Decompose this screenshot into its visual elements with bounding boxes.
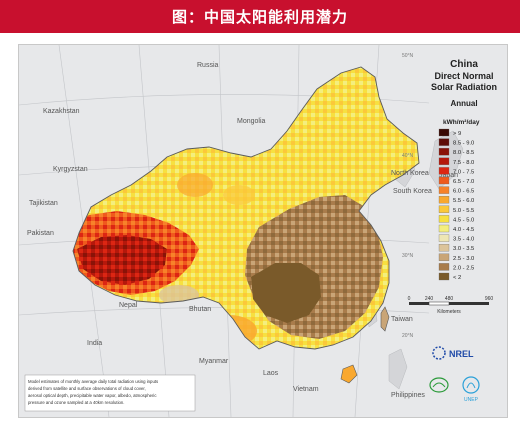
legend-swatch — [438, 176, 450, 185]
legend-label: < 2 — [453, 275, 461, 281]
nrel-logo-text: NREL — [449, 349, 474, 359]
legend-title-china: China — [450, 59, 478, 70]
legend-swatch — [438, 157, 450, 165]
footnote-line-2: derived from satellite and surface obser… — [28, 386, 146, 391]
legend-swatch — [438, 128, 450, 137]
solar-radiation-map: Russia Kazakhstan Mongolia Kyrgyzstan Ta… — [18, 44, 497, 418]
legend-title-line2: Direct Normal — [434, 71, 493, 81]
label-vietnam: Vietnam — [293, 386, 319, 393]
label-north-korea: North Korea — [391, 170, 429, 177]
scale-bar: 0 240 480 960 Kilometers — [408, 296, 494, 315]
label-kyrgyzstan: Kyrgyzstan — [53, 166, 88, 173]
legend-swatch — [438, 205, 450, 213]
lat-label-40: 40°N — [402, 153, 414, 159]
legend-label: 7.5 - 8.0 — [453, 160, 474, 166]
legend-period: Annual — [450, 99, 477, 108]
solar-map-figure: Russia Kazakhstan Mongolia Kyrgyzstan Ta… — [18, 44, 508, 418]
legend-label: 3.5 - 4.0 — [453, 237, 474, 243]
legend-swatch — [438, 253, 450, 261]
label-myanmar: Myanmar — [199, 358, 229, 365]
legend: China Direct Normal Solar Radiation Annu… — [431, 59, 497, 281]
label-bhutan: Bhutan — [189, 306, 211, 313]
legend-label: 3.0 - 3.5 — [453, 246, 474, 252]
scale-tick-960: 960 — [485, 296, 494, 302]
legend-label: 2.5 - 3.0 — [453, 256, 474, 262]
legend-label: 6.5 - 7.0 — [453, 179, 474, 185]
label-nepal: Nepal — [119, 302, 138, 309]
label-mongolia: Mongolia — [237, 118, 266, 125]
legend-label: 4.0 - 4.5 — [453, 227, 474, 233]
footnote-line-4: pressure and ozone sampled at a 40km res… — [28, 400, 125, 405]
label-kazakhstan: Kazakhstan — [43, 108, 80, 115]
legend-swatch — [438, 244, 450, 252]
lat-label-50: 50°N — [402, 53, 414, 59]
legend-unit: kWh/m²/day — [443, 119, 480, 126]
unep-logo-text: UNEP — [464, 397, 479, 403]
legend-swatch — [438, 263, 450, 271]
legend-swatch — [438, 272, 450, 281]
legend-swatch — [438, 234, 450, 242]
label-russia: Russia — [197, 62, 219, 69]
label-south-korea: South Korea — [393, 188, 432, 195]
lat-label-20: 20°N — [402, 333, 414, 339]
label-laos: Laos — [263, 370, 279, 377]
legend-label: 8.5 - 9.0 — [453, 141, 474, 147]
legend-label: 5.5 - 6.0 — [453, 198, 474, 204]
nrel-logo: NREL — [432, 346, 474, 360]
label-tajikistan: Tajikistan — [29, 200, 58, 207]
legend-label: 6.0 - 6.5 — [453, 189, 474, 195]
footnote-box: Model estimates of monthly average daily… — [24, 374, 196, 412]
label-india: India — [87, 340, 102, 347]
scale-tick-240: 240 — [425, 296, 434, 302]
page-title: 图：中国太阳能利用潜力 — [0, 0, 520, 33]
footnote-line-3: aerosol optical depth, precipitable wate… — [28, 393, 157, 398]
label-philippines: Philippines — [391, 392, 425, 399]
legend-label: 2.0 - 2.5 — [453, 265, 474, 271]
legend-swatch — [438, 196, 450, 204]
legend-swatches: > 9 8.5 - 9.0 8.0 - 8.5 7.5 - 8.0 7.0 - 7.5 6… — [438, 128, 474, 281]
scale-tick-0: 0 — [408, 296, 411, 302]
scale-unit: Kilometers — [437, 309, 461, 315]
legend-swatch — [438, 215, 450, 223]
label-japan: Japan — [439, 172, 458, 179]
china-radiation-layer — [72, 66, 420, 384]
legend-label: 4.5 - 5.0 — [453, 217, 474, 223]
legend-label: 7.0 - 7.5 — [453, 169, 474, 175]
footnote-line-1: Model estimates of monthly average daily… — [28, 379, 158, 384]
lat-label-30: 30°N — [402, 253, 414, 259]
scale-tick-480: 480 — [445, 296, 454, 302]
label-pakistan: Pakistan — [27, 230, 54, 237]
legend-swatch — [438, 224, 450, 233]
label-taiwan: Taiwan — [391, 316, 413, 323]
unep-logo: UNEP — [429, 376, 480, 403]
legend-title-line3: Solar Radiation — [431, 82, 497, 92]
legend-label: > 9 — [453, 131, 461, 137]
legend-label: 8.0 - 8.5 — [453, 150, 474, 156]
legend-swatch — [438, 138, 450, 146]
legend-swatch — [438, 167, 450, 175]
legend-swatch — [438, 148, 450, 156]
legend-swatch — [438, 186, 450, 194]
legend-label: 5.0 - 5.5 — [453, 208, 474, 214]
